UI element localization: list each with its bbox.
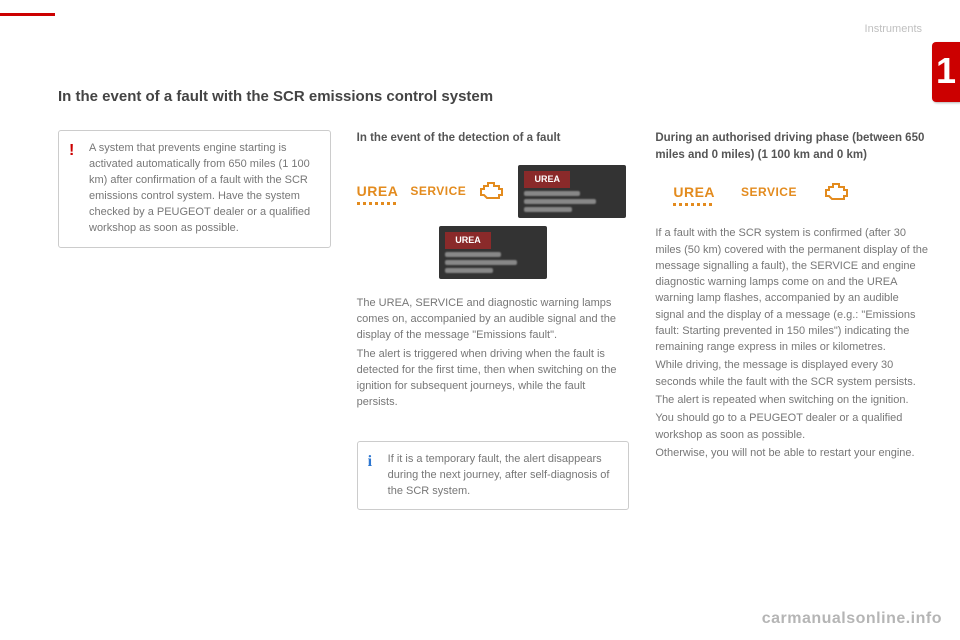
tile-text-line (445, 260, 517, 265)
warning-callout: ! A system that prevents engine starting… (58, 130, 331, 248)
col2-subheading: In the event of the detection of a fault (357, 130, 630, 147)
tile-text-line (445, 268, 493, 273)
col2-para-2: The alert is triggered when driving when… (357, 346, 630, 411)
tile-text-line (524, 207, 572, 212)
col3-subheading: During an authorised driving phase (betw… (655, 130, 928, 163)
tile-text-line (445, 252, 501, 257)
urea-lamp-label: UREA (673, 182, 715, 202)
info-text: If it is a temporary fault, the alert di… (388, 453, 610, 497)
col3-para-4: You should go to a PEUGEOT dealer or a q… (655, 410, 928, 443)
tile-text-line (524, 191, 580, 196)
engine-warning-icon (823, 181, 851, 203)
col3-para-3: The alert is repeated when switching on … (655, 392, 928, 408)
col3-body: If a fault with the SCR system is confir… (655, 225, 928, 461)
tile-urea-badge: UREA (445, 232, 491, 249)
warning-lamps-row-3: UREA SERVICE (673, 181, 928, 203)
header-accent-bar (0, 13, 55, 16)
column-3: During an authorised driving phase (betw… (655, 130, 928, 510)
warning-text: A system that prevents engine starting i… (89, 142, 310, 234)
display-message-tile-2: UREA (439, 226, 547, 279)
exclamation-icon: ! (69, 139, 74, 162)
col3-para-1: If a fault with the SCR system is confir… (655, 225, 928, 355)
col3-para-2: While driving, the message is displayed … (655, 357, 928, 390)
info-icon: i (368, 450, 372, 473)
urea-lamp-label: UREA (357, 181, 399, 201)
column-1: ! A system that prevents engine starting… (58, 130, 331, 510)
col2-body: The UREA, SERVICE and diagnostic warning… (357, 295, 630, 411)
display-message-tile-1: UREA (518, 165, 626, 218)
service-lamp-label: SERVICE (410, 183, 466, 200)
section-label: Instruments (865, 22, 922, 38)
content-columns: ! A system that prevents engine starting… (58, 130, 928, 510)
col2-para-1: The UREA, SERVICE and diagnostic warning… (357, 295, 630, 344)
tile-text-line (524, 199, 596, 204)
chapter-number-tab: 1 (932, 42, 960, 102)
engine-warning-icon (478, 180, 506, 202)
page-title: In the event of a fault with the SCR emi… (58, 86, 493, 108)
service-lamp-label: SERVICE (741, 184, 797, 201)
col3-para-5: Otherwise, you will not be able to resta… (655, 445, 928, 461)
column-2: In the event of the detection of a fault… (357, 130, 630, 510)
warning-lamps-row: UREA SERVICE UREA (357, 165, 630, 218)
watermark: carmanualsonline.info (762, 607, 942, 630)
info-callout: i If it is a temporary fault, the alert … (357, 441, 630, 511)
tile-urea-badge: UREA (524, 171, 570, 188)
